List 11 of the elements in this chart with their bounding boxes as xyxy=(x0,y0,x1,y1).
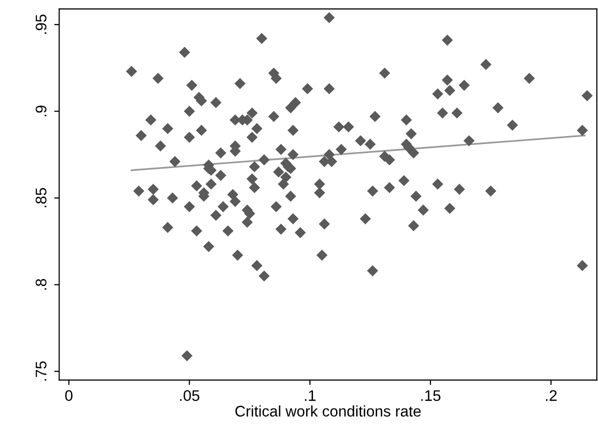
x-tick-label: 0 xyxy=(65,390,72,401)
x-tick-label: .05 xyxy=(180,390,200,401)
x-tick-label: .15 xyxy=(421,390,440,401)
x-tick-label: .1 xyxy=(304,390,316,401)
y-tick-label: .75 xyxy=(36,361,46,381)
x-axis-title: Critical work conditions rate xyxy=(235,405,421,417)
y-tick-label: .95 xyxy=(36,14,46,34)
y-tick-label: .85 xyxy=(36,188,46,208)
y-tick-label: .8 xyxy=(36,278,46,290)
y-tick-label: .9 xyxy=(36,106,46,116)
x-tick-label: .2 xyxy=(546,390,557,401)
